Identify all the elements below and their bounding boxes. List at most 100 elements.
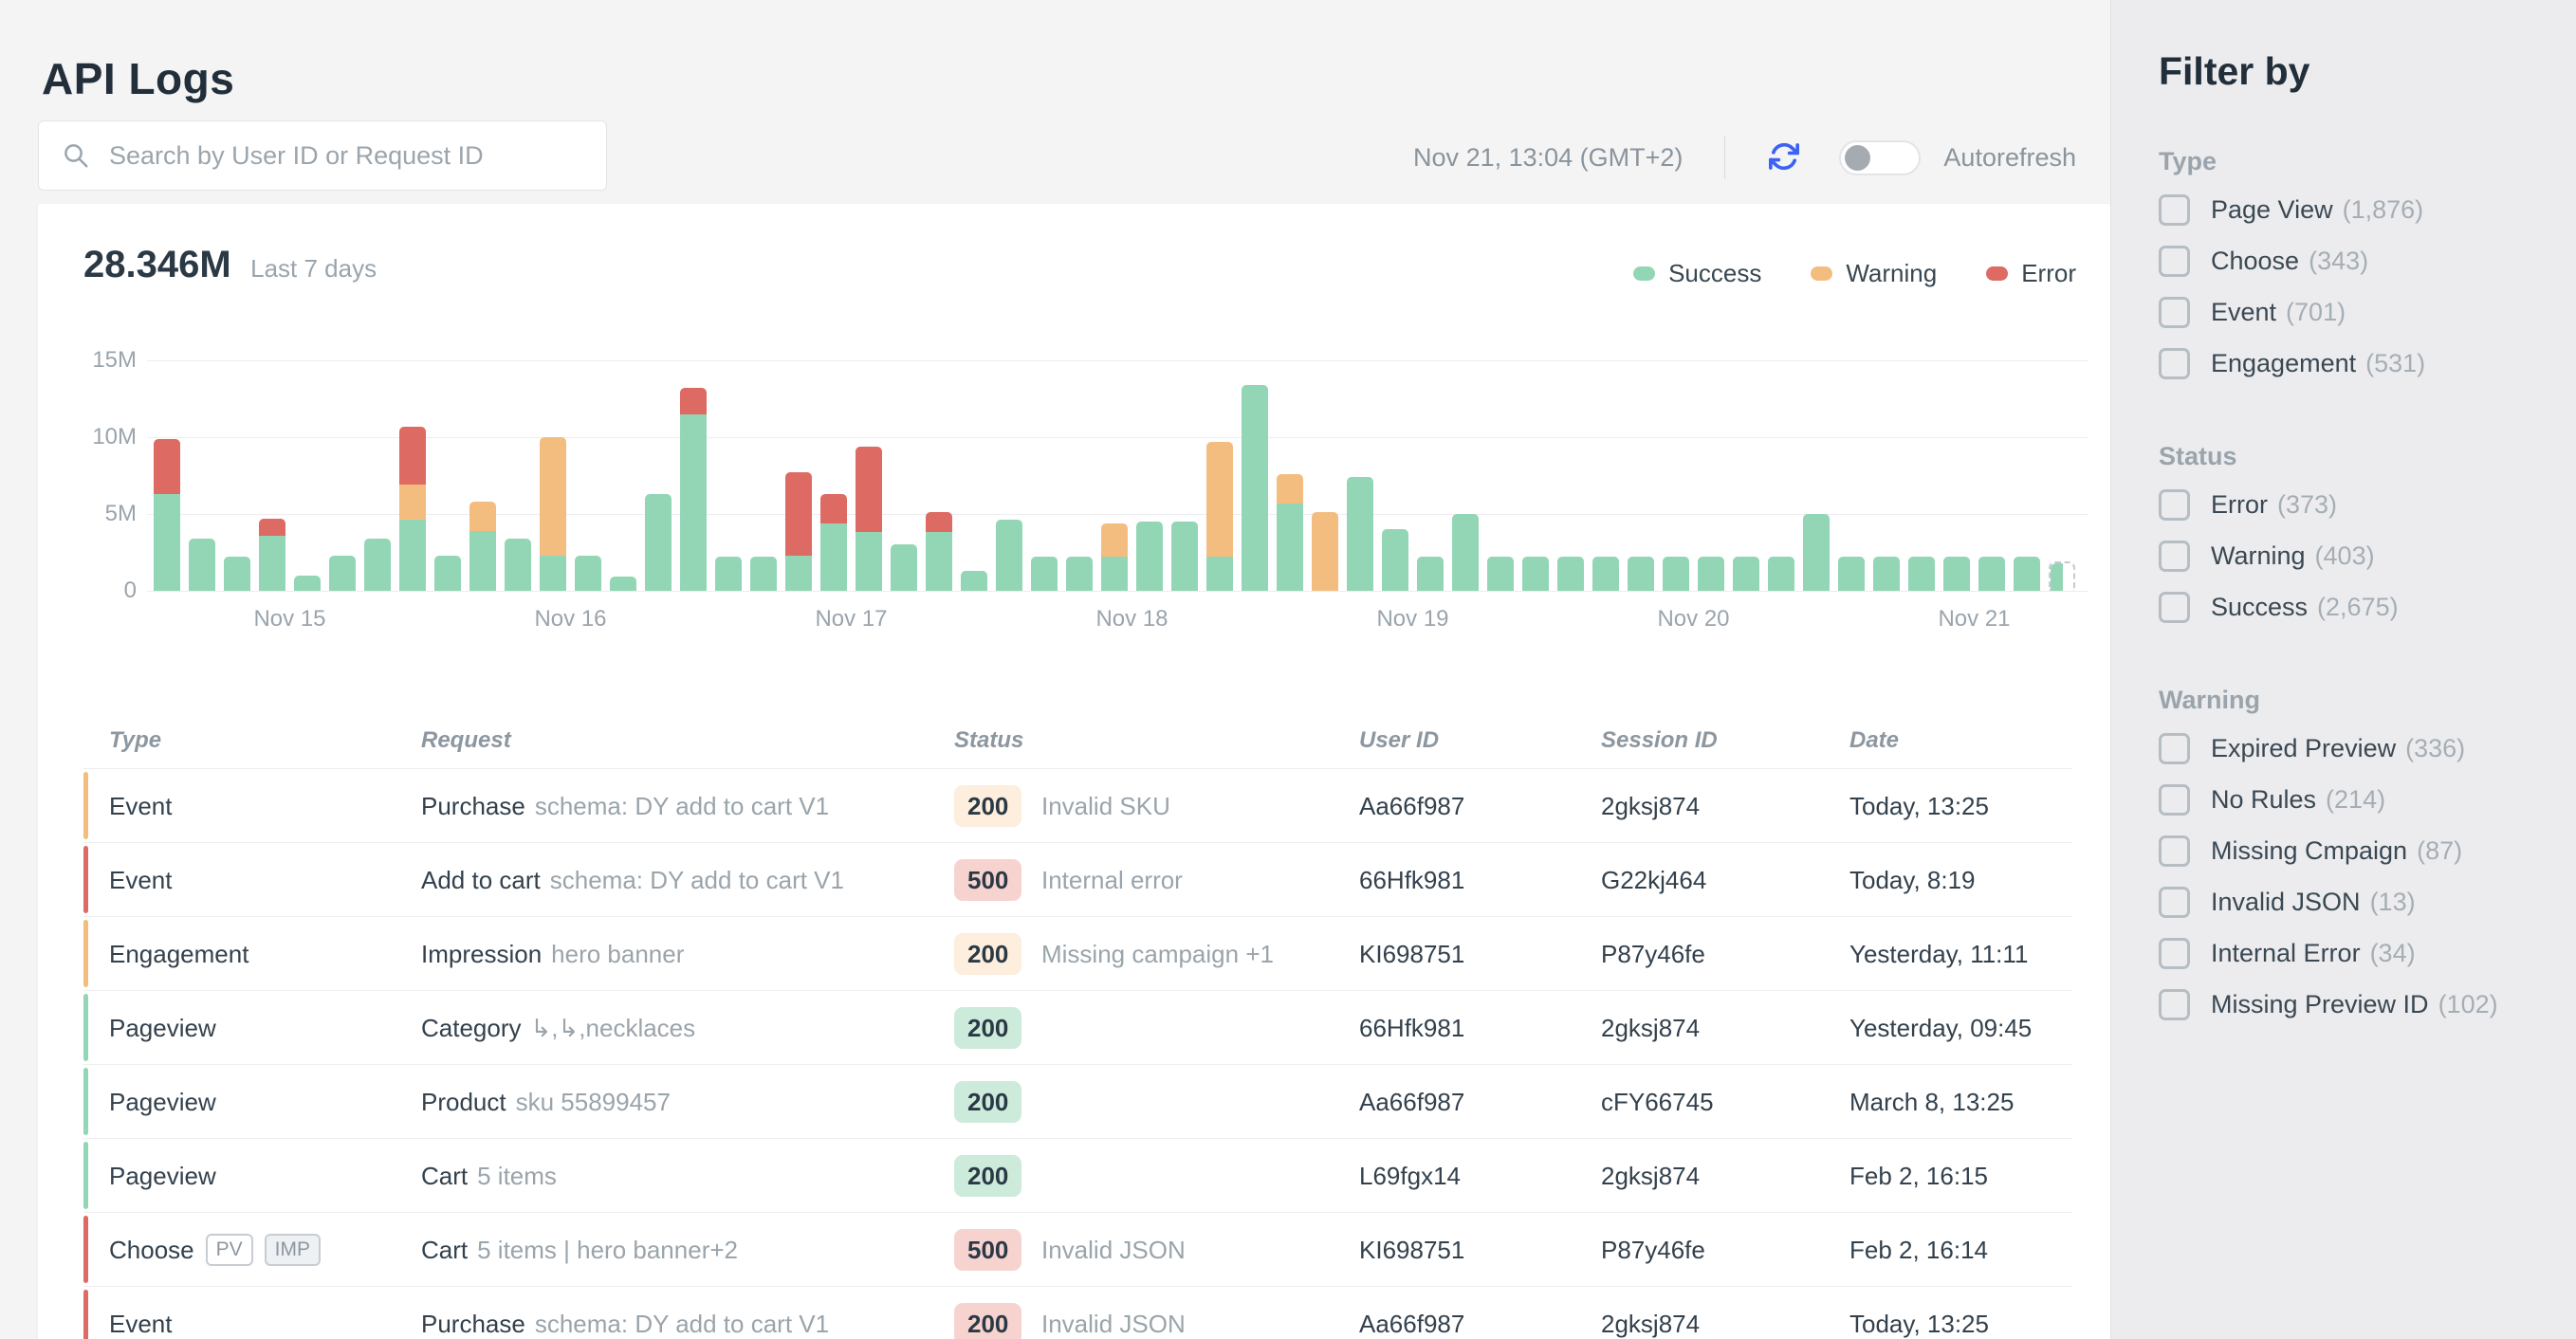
chart-bar-segment-success[interactable] [259,535,285,591]
filter-item-expired-preview[interactable]: Expired Preview (336) [2159,723,2576,774]
chart-bar-segment-success[interactable] [189,538,215,591]
chart-bar-segment-success[interactable] [329,555,356,591]
chart-bar-segment-error[interactable] [154,438,180,494]
chart-bar-segment-success[interactable] [1136,522,1163,591]
filter-item-invalid-json[interactable]: Invalid JSON (13) [2159,876,2576,927]
refresh-button[interactable] [1767,140,1801,174]
table-row[interactable]: Pageview Product sku 55899457 200 Aa66f987 cF… [83,1064,2072,1138]
chart-bar-segment-success[interactable] [505,538,531,591]
chart-bar-segment-success[interactable] [1838,557,1865,591]
table-row[interactable]: Pageview Category ↳,↳,necklaces 200 66Hfk981… [83,990,2072,1064]
filter-item-error[interactable]: Error (373) [2159,479,2576,530]
chart-bar-segment-success[interactable] [399,520,426,591]
checkbox-expired-preview[interactable] [2159,732,2190,764]
filter-item-event[interactable]: Event (701) [2159,286,2576,338]
chart-bar-segment-success[interactable] [926,532,952,591]
chart-bar-segment-success[interactable] [1978,557,2005,591]
chart-bar-segment-warning[interactable] [1101,523,1128,558]
chart-bar-segment-success[interactable] [1417,557,1444,591]
chart-bar-segment-success[interactable] [1031,557,1058,591]
chart-bar-segment-success[interactable] [1698,557,1724,591]
table-row[interactable]: Event Purchase schema: DY add to cart V1 20… [83,1286,2072,1339]
chart-bar-segment-success[interactable] [645,493,672,591]
checkbox-event[interactable] [2159,296,2190,328]
filter-item-success[interactable]: Success (2,675) [2159,581,2576,633]
checkbox-no-rules[interactable] [2159,783,2190,816]
search-box[interactable] [38,120,607,191]
chart-bar-segment-success[interactable] [1943,557,1970,591]
chart-bar-segment-success[interactable] [1733,557,1759,591]
chart-bar-segment-success[interactable] [1382,529,1408,591]
chart-bar-segment-success[interactable] [750,557,777,591]
checkbox-missing-cmpaign[interactable] [2159,835,2190,867]
chart-bar-segment-success[interactable] [820,523,847,591]
chart-bar-segment-error[interactable] [820,493,847,523]
chart-bar-segment-success[interactable] [224,557,250,591]
chart-bar-segment-success[interactable] [1242,384,1268,591]
filter-item-engagement[interactable]: Engagement (531) [2159,338,2576,389]
table-row[interactable]: Event Add to cart schema: DY add to cart V… [83,842,2072,916]
chart-bar-segment-success[interactable] [1557,557,1584,591]
chart-bar-segment-success[interactable] [1277,503,1303,591]
filter-item-warning[interactable]: Warning (403) [2159,530,2576,581]
chart-bar-segment-success[interactable] [575,555,601,591]
chart-bar-segment-success[interactable] [1171,522,1198,591]
checkbox-internal-error[interactable] [2159,937,2190,969]
chart-bar-segment-success[interactable] [680,413,707,591]
table-row[interactable]: Choose PV IMP Cart 5 items | hero banner+2 50… [83,1212,2072,1286]
chart-bar-segment-success[interactable] [294,575,321,591]
checkbox-success[interactable] [2159,591,2190,623]
legend-item-success[interactable]: Success [1633,259,1761,288]
chart-bar-segment-success[interactable] [1206,557,1233,591]
chart-bar-partial[interactable] [2049,561,2075,591]
filter-item-no-rules[interactable]: No Rules (214) [2159,774,2576,825]
chart-bar-segment-error[interactable] [785,472,812,556]
chart-bar-segment-warning[interactable] [1277,473,1303,504]
chart-bar-segment-success[interactable] [469,530,496,591]
checkbox-engagement[interactable] [2159,347,2190,379]
chart-bar-segment-success[interactable] [610,577,636,591]
chart-bar-segment-success[interactable] [364,538,391,591]
chart-bar-segment-error[interactable] [856,446,882,533]
filter-item-missing-cmpaign[interactable]: Missing Cmpaign (87) [2159,825,2576,876]
table-row[interactable]: Engagement Impression hero banner 200 Missin… [83,916,2072,990]
chart-bar-segment-success[interactable] [154,493,180,591]
chart-bar-segment-warning[interactable] [1206,441,1233,558]
chart-bar-segment-success[interactable] [1066,557,1093,591]
checkbox-error[interactable] [2159,488,2190,521]
chart-bar-segment-success[interactable] [891,544,917,591]
chart-bar-segment-success[interactable] [540,555,566,591]
chart-bar-segment-success[interactable] [996,520,1022,591]
chart-bar-segment-success[interactable] [1101,557,1128,591]
chart-bar-segment-success[interactable] [1803,514,1830,591]
chart-bar-segment-success[interactable] [1628,557,1654,591]
table-row[interactable]: Event Purchase schema: DY add to cart V1 20… [83,768,2072,842]
chart-bar-segment-error[interactable] [399,426,426,486]
chart-bar-segment-success[interactable] [1873,557,1900,591]
checkbox-choose[interactable] [2159,245,2190,277]
filter-item-page-view[interactable]: Page View (1,876) [2159,184,2576,235]
checkbox-missing-preview-id[interactable] [2159,988,2190,1020]
checkbox-invalid-json[interactable] [2159,886,2190,918]
chart-bar-segment-warning[interactable] [399,485,426,521]
chart-bar-segment-success[interactable] [434,555,461,591]
table-row[interactable]: Pageview Cart 5 items 200 L69fgx14 2gksj874 Fe… [83,1138,2072,1212]
chart-bar-segment-success[interactable] [1663,557,1689,591]
chart-bar-segment-success[interactable] [1768,557,1794,591]
chart-bar-segment-success[interactable] [785,555,812,591]
chart-bar-segment-success[interactable] [1347,477,1373,591]
chart-bar-segment-success[interactable] [1522,557,1549,591]
chart-bar-segment-success[interactable] [1487,557,1514,591]
chart-bar-segment-success[interactable] [1452,514,1479,591]
filter-item-internal-error[interactable]: Internal Error (34) [2159,927,2576,979]
filter-item-choose[interactable]: Choose (343) [2159,235,2576,286]
legend-item-warning[interactable]: Warning [1811,259,1937,288]
chart-bar-segment-error[interactable] [926,512,952,533]
chart-bar-segment-success[interactable] [2014,557,2040,591]
chart-bar-segment-success[interactable] [1592,557,1619,591]
chart-bar-segment-warning[interactable] [1312,512,1338,591]
chart-bar-segment-success[interactable] [1908,557,1935,591]
search-input[interactable] [109,140,583,171]
chart-bar-segment-success[interactable] [856,532,882,591]
autorefresh-toggle[interactable] [1839,139,1922,175]
